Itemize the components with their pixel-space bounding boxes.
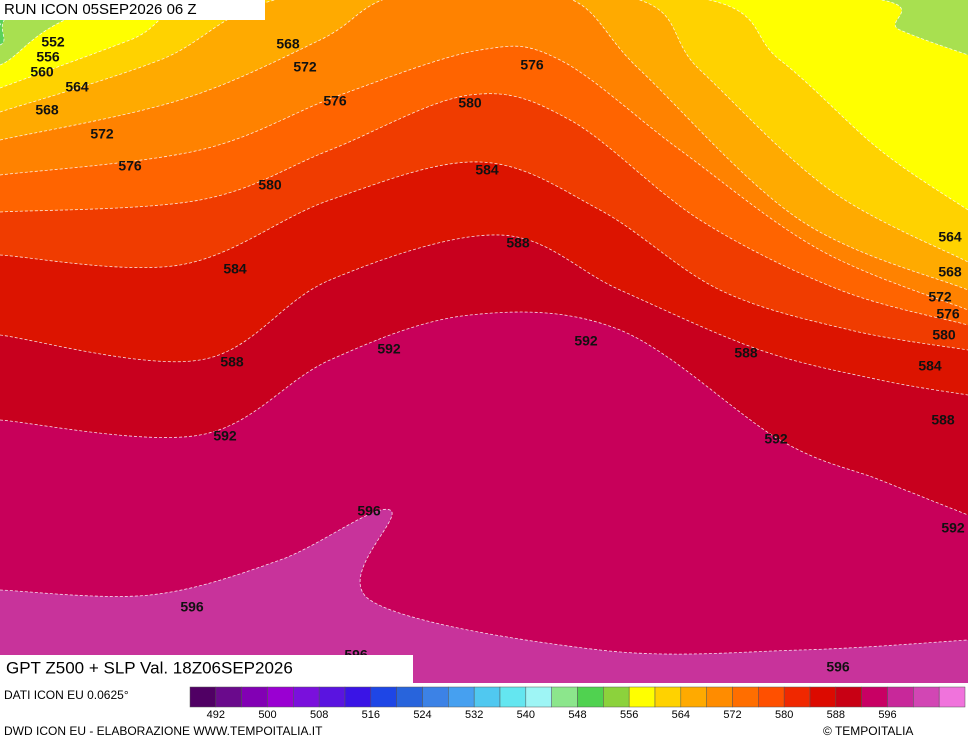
contour-label: 592 (377, 341, 401, 357)
contour-label: 556 (36, 49, 60, 65)
contour-line (0, 45, 968, 311)
map-title: GPT Z500 + SLP Val. 18Z06SEP2026 (6, 658, 293, 677)
legend-swatch (318, 686, 346, 708)
contour-label: 580 (458, 95, 482, 111)
legend-swatch (835, 686, 862, 708)
legend-swatch (577, 686, 604, 708)
contour-label: 576 (936, 306, 960, 322)
credit: DWD ICON EU - ELABORAZIONE WWW.TEMPOITAL… (4, 724, 323, 738)
run-box (0, 0, 265, 20)
contour-line (0, 234, 968, 396)
legend-swatch (241, 686, 268, 708)
contour-line (0, 0, 968, 66)
contour-label: 576 (323, 93, 347, 109)
contour-label: 584 (918, 358, 942, 374)
contour-line (0, 0, 968, 211)
legend-swatch (809, 686, 837, 708)
run-label: RUN ICON 05SEP2026 06 Z (4, 1, 197, 18)
contour-label: 588 (931, 412, 955, 428)
legend-tick-label: 532 (465, 709, 483, 721)
contour-label: 584 (223, 261, 247, 277)
legend-swatch (215, 686, 242, 708)
legend-swatch (525, 686, 552, 708)
legend-swatch (913, 686, 940, 708)
contour-label: 552 (41, 34, 65, 50)
contour-label: 596 (826, 659, 850, 675)
legend-swatch (551, 686, 578, 708)
legend-swatch (396, 686, 423, 708)
source-label: DATI ICON EU 0.0625° (4, 688, 129, 702)
contour-label: 568 (938, 264, 962, 280)
contour-label: 564 (938, 229, 962, 245)
contour-label: 592 (213, 428, 237, 444)
contour-label: 592 (574, 333, 598, 349)
contour-label: 564 (65, 79, 89, 95)
contour-label: 588 (506, 235, 530, 251)
legend-swatch (706, 686, 733, 708)
contour-label: 592 (764, 431, 788, 447)
legend-tick-label: 588 (827, 709, 845, 721)
legend-tick-label: 556 (620, 709, 638, 721)
legend-swatch (448, 686, 475, 708)
legend-swatch (344, 686, 372, 708)
legend-tick-label: 564 (672, 709, 690, 721)
contour-label: 588 (220, 354, 244, 370)
legend-swatch (267, 686, 294, 708)
contour-label: 592 (941, 520, 965, 536)
legend-tick-label: 548 (568, 709, 586, 721)
contour-label: 560 (30, 64, 54, 80)
legend-swatch (758, 686, 785, 708)
legend-swatch (938, 686, 966, 708)
legend-swatch (293, 686, 320, 708)
legend-swatch (628, 686, 656, 708)
legend-tick-label: 500 (258, 709, 276, 721)
contour-line (0, 0, 968, 291)
legend-tick-label: 580 (775, 709, 793, 721)
legend-swatch (499, 686, 527, 708)
contour-label: 596 (357, 503, 381, 519)
contour-label: 584 (475, 162, 499, 178)
contour-line (0, 93, 968, 326)
legend-swatch (732, 686, 759, 708)
contour-label: 568 (35, 102, 59, 118)
legend-swatch (189, 686, 217, 708)
legend: 492 500 508 516 524 532 540 548 556 564 572 580 588 5… (189, 686, 966, 721)
title-box (0, 655, 413, 683)
legend-tick-label: 540 (517, 709, 535, 721)
legend-tick-label: 596 (878, 709, 896, 721)
contour-label: 588 (734, 345, 758, 361)
band (0, 509, 968, 683)
contour-label: 576 (520, 57, 544, 73)
legend-swatch (861, 686, 888, 708)
contour-line (0, 508, 968, 655)
legend-tick-label: 492 (207, 709, 225, 721)
contour-label: 576 (118, 158, 142, 174)
legend-tick-label: 516 (362, 709, 380, 721)
legend-tick-label: 508 (310, 709, 328, 721)
contour-line (0, 161, 968, 351)
legend-swatch (887, 686, 914, 708)
contour-line (0, 0, 968, 263)
contour-label: 568 (276, 36, 300, 52)
legend-swatch (422, 686, 449, 708)
legend-swatch (603, 686, 630, 708)
copyright: © TEMPOITALIA (823, 724, 913, 738)
legend-swatch (783, 686, 811, 708)
legend-tick-label: 524 (413, 709, 431, 721)
legend-tick-label: 572 (723, 709, 741, 721)
legend-swatch (370, 686, 397, 708)
contour-label: 580 (258, 177, 282, 193)
contour-line (0, 311, 968, 516)
contour-label: 580 (932, 327, 956, 343)
contour-label: 572 (90, 126, 114, 142)
contour-label: 572 (928, 289, 952, 305)
contour-labels: 5525565605645685725765685725765765805805… (30, 34, 965, 675)
contour-label: 572 (293, 59, 317, 75)
legend-swatch (473, 686, 501, 708)
legend-swatch (680, 686, 707, 708)
contour-label: 596 (180, 599, 204, 615)
legend-swatch (654, 686, 682, 708)
